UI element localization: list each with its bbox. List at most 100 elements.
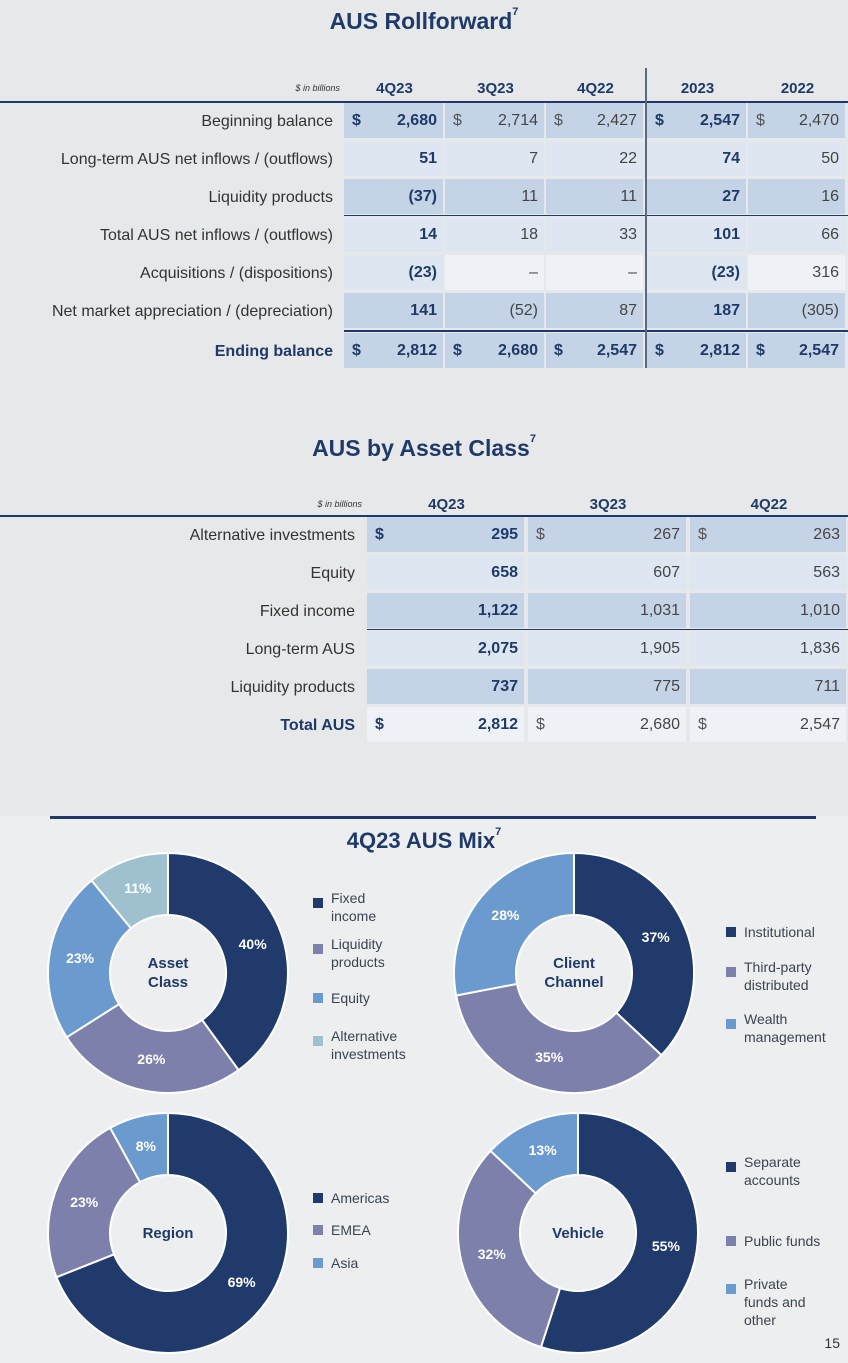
cell-value: 2,680 [639, 716, 680, 733]
donut-slice [90, 851, 169, 930]
table-cell: 14 [344, 217, 443, 252]
donut-slice [453, 851, 575, 997]
rollforward-header: $ in billions 4Q23 3Q23 4Q22 2023 2022 [0, 76, 848, 101]
currency-symbol: $ [536, 526, 545, 543]
legend-swatch [313, 898, 323, 908]
center-label-line: Vehicle [552, 1224, 604, 1242]
cell-value: 658 [491, 564, 518, 581]
row-label: Alternative investments [189, 527, 355, 544]
table-cell: 7 [445, 141, 544, 176]
donut-center-label: Client Channel [524, 954, 624, 992]
legend-label: Fixed income [331, 889, 376, 925]
currency-symbol: $ [655, 112, 664, 129]
asset-class-header: $ in billions 4Q23 3Q23 4Q22 [0, 494, 848, 516]
center-label-line: Class [147, 974, 189, 991]
cell-value: 2,470 [798, 112, 839, 129]
currency-symbol: $ [453, 342, 462, 359]
table-cell: 737 [367, 669, 524, 704]
cell-value: 51 [419, 150, 437, 167]
table-cell: $263 [690, 517, 846, 552]
table-row: Equity 658 607 563 [0, 555, 848, 593]
cell-value: 50 [821, 150, 839, 167]
legend-label: Asia [331, 1254, 358, 1272]
legend-label-line: other [744, 1312, 776, 1328]
cell-value: 18 [520, 226, 538, 243]
table-cell: 66 [748, 217, 845, 252]
table-row: Long-term AUS 2,075 1,905 1,836 [0, 631, 848, 669]
legend-swatch [313, 1225, 323, 1235]
table-row: Alternative investments $295 $267 $263 [0, 517, 848, 555]
table-row: Fixed income 1,122 1,031 1,010 [0, 593, 848, 631]
table-cell: 51 [344, 141, 443, 176]
currency-symbol: $ [554, 112, 563, 129]
currency-symbol: $ [698, 526, 707, 543]
table-cell: 18 [445, 217, 544, 252]
cell-value: 2,547 [596, 342, 637, 359]
table-cell: 775 [528, 669, 686, 704]
table-cell: 74 [647, 141, 746, 176]
table-cell: 33 [546, 217, 643, 252]
table-cell: $2,680 [445, 333, 544, 368]
legend-swatch [313, 1258, 323, 1268]
table-cell: $2,812 [647, 333, 746, 368]
currency-symbol: $ [655, 342, 664, 359]
table-row: Liquidity products 737 775 711 [0, 669, 848, 707]
cell-value: 1,010 [799, 602, 840, 619]
legend-label-line: Equity [331, 990, 370, 1006]
currency-symbol: $ [375, 526, 384, 543]
legend-label-line: Alternative [331, 1028, 398, 1044]
row-label: Net market appreciation / (depreciation) [51, 303, 333, 320]
row-label: Fixed income [259, 603, 355, 620]
cell-value: 2,075 [477, 640, 518, 657]
table-cell: $2,680 [528, 707, 686, 742]
cell-value: – [529, 264, 538, 281]
cell-value: 1,122 [477, 602, 518, 619]
legend-label: Private funds and other [744, 1275, 806, 1329]
slice-percentage: 28% [491, 907, 520, 924]
cell-value: 1,836 [799, 640, 840, 657]
asset-class-title: AUS by Asset Class7 [312, 433, 536, 461]
legend-label-line: Americas [331, 1190, 390, 1206]
rollforward-title: AUS Rollforward7 [329, 6, 519, 34]
column-header: 4Q23 [428, 496, 465, 513]
cell-value: (305) [801, 302, 839, 319]
cell-value: 563 [813, 564, 840, 581]
slice-percentage: 26% [137, 1051, 166, 1068]
table-cell: 1,905 [528, 631, 686, 666]
table-cell: 11 [445, 179, 544, 214]
legend-swatch [726, 1019, 736, 1029]
center-label-line: Client [553, 955, 595, 972]
cell-value: 2,680 [396, 112, 437, 129]
slice-percentage: 40% [238, 936, 267, 953]
slice-percentage: 37% [641, 928, 670, 945]
legend-swatch [726, 967, 736, 977]
legend-label-line: investments [331, 1046, 406, 1062]
table-row: Ending balance $2,812 $2,680 $2,547 $2,812 $2… [0, 333, 848, 371]
row-label: Liquidity products [230, 679, 355, 696]
cell-value: 14 [419, 226, 437, 243]
row-label: Ending balance [214, 343, 333, 360]
cell-value: 316 [812, 264, 839, 281]
table-cell: 27 [647, 179, 746, 214]
currency-symbol: $ [375, 716, 384, 733]
slice-percentage: 23% [66, 950, 95, 967]
donut-center-label: Asset Class [118, 954, 218, 992]
table-cell: – [546, 255, 643, 290]
row-label: Long-term AUS [245, 641, 355, 658]
cell-value: 2,547 [799, 716, 840, 733]
table-cell: 87 [546, 293, 643, 328]
table-cell: 563 [690, 555, 846, 590]
column-header: 2022 [780, 80, 815, 97]
cell-value: 607 [653, 564, 680, 581]
table-cell: 607 [528, 555, 686, 590]
currency-symbol: $ [352, 112, 361, 129]
slice-percentage: 23% [70, 1193, 99, 1210]
legend-label: Americas [331, 1189, 389, 1207]
legend-label-line: Institutional [744, 924, 815, 940]
cell-value: 1,905 [639, 640, 680, 657]
legend-label-line: distributed [744, 977, 809, 993]
cell-value: 187 [713, 302, 740, 319]
legend-label-line: funds and [744, 1294, 806, 1310]
table-row: Beginning balance $2,680 $2,714 $2,427 $2,54… [0, 103, 848, 141]
cell-value: 295 [491, 526, 518, 543]
